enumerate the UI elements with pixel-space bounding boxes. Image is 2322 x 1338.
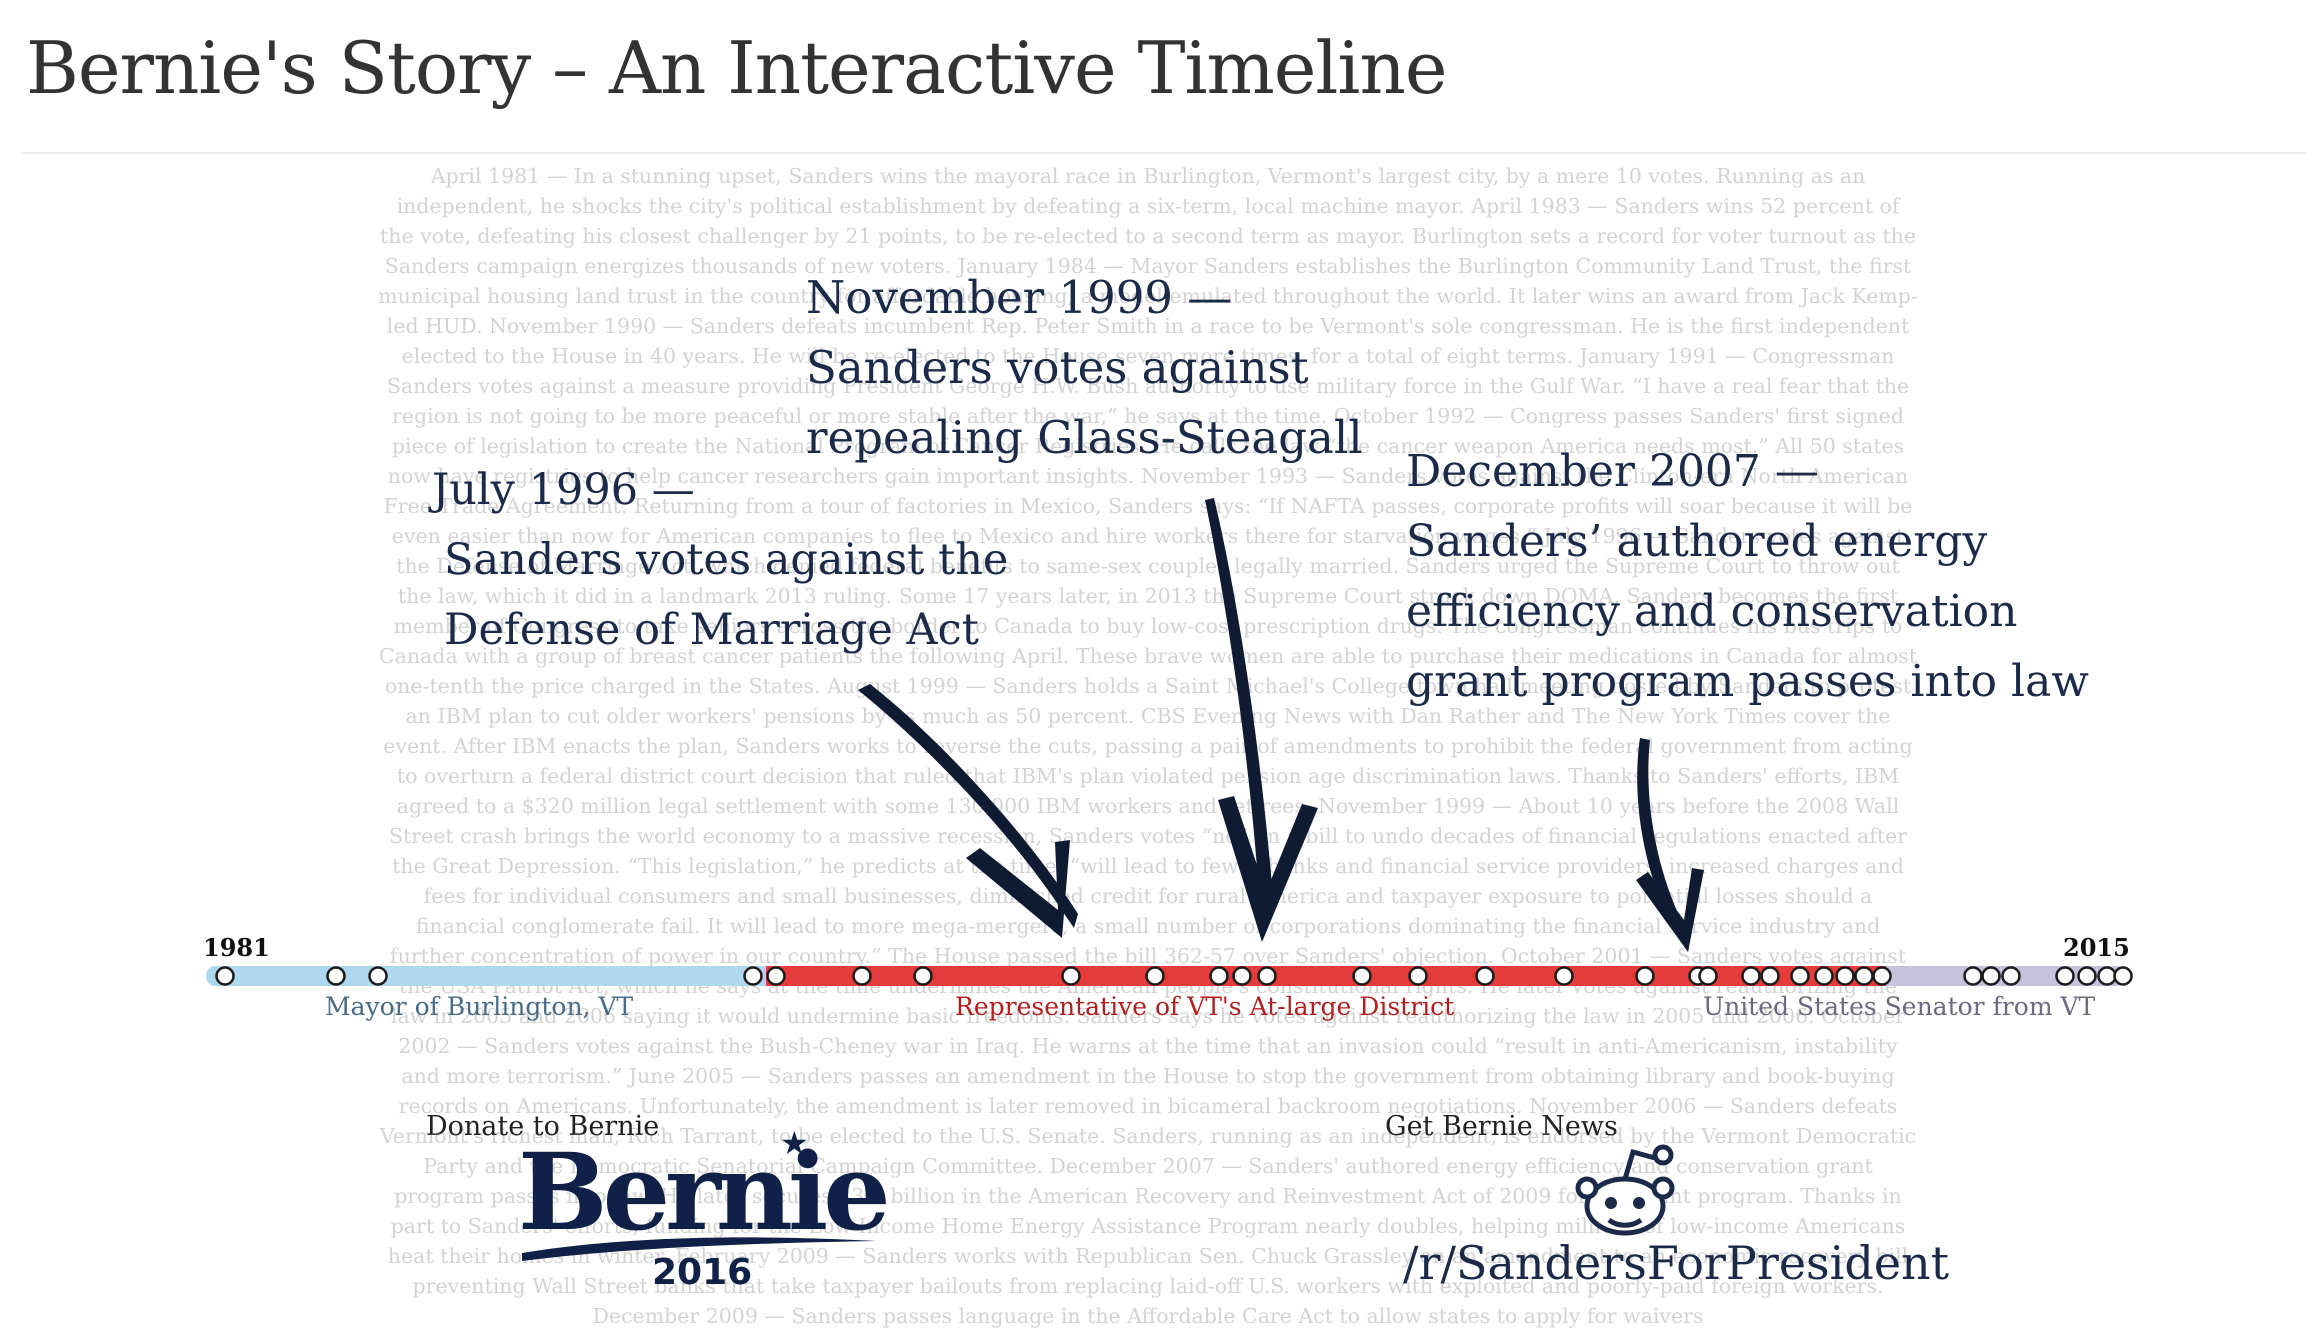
subreddit-name: /r/SandersForPresident [1403,1236,1950,1290]
timeline-event-marker[interactable] [1835,966,1855,986]
term-label-senate: United States Senator from VT [1703,992,2096,1021]
star-icon: ★ [780,1124,809,1162]
timeline-event-marker[interactable] [368,966,388,986]
timeline-event-marker[interactable] [1061,966,1081,986]
timeline-event-marker[interactable] [1981,966,2001,986]
timeline-segment-mayor[interactable] [206,966,766,986]
timeline-event-marker[interactable] [215,966,235,986]
reddit-alien-icon [1575,1144,1675,1236]
timeline-event-marker[interactable] [1554,966,1574,986]
timeline-event-marker[interactable] [1408,966,1428,986]
annotation-nov-1999-date: November 1999 — [806,271,1233,324]
annotation-jul-1996: July 1996 — Sanders votes against the De… [432,455,1008,665]
timeline-event-marker[interactable] [766,966,786,986]
timeline-event-marker[interactable] [1872,966,1892,986]
timeline-event-marker[interactable] [1209,966,1229,986]
timeline-event-marker[interactable] [1854,966,1874,986]
timeline-event-marker[interactable] [852,966,872,986]
timeline-event-marker[interactable] [1475,966,1495,986]
timeline-event-marker[interactable] [2077,966,2097,986]
annotation-dec-2007-text-2: efficiency and conservation [1406,586,2018,637]
timeline-start-year: 1981 [203,933,270,962]
timeline-event-marker[interactable] [1741,966,1761,986]
subreddit-link[interactable]: /r/SandersForPresident [1385,1140,1949,1300]
timeline-event-marker[interactable] [1790,966,1810,986]
timeline-event-marker[interactable] [2097,966,2117,986]
timeline-event-marker[interactable] [1257,966,1277,986]
timeline-segment-house[interactable] [766,966,1886,986]
annotation-dec-2007-text-3: grant program passes into law [1406,656,2089,707]
timeline-event-marker[interactable] [1698,966,1718,986]
annotation-jul-1996-date: July 1996 — [432,465,695,515]
bernie-2016-logo-link[interactable]: ★ Bernie 2016 [512,1124,891,1305]
timeline-event-marker[interactable] [1760,966,1780,986]
news-caption: Get Bernie News [1385,1111,1618,1142]
timeline-event-marker[interactable] [1635,966,1655,986]
donate-caption: Donate to Bernie [426,1111,660,1142]
logo-swoosh-icon [522,1237,877,1261]
annotation-dec-2007-text-1: Sanders’ authored energy [1406,516,1988,567]
timeline-event-marker[interactable] [1352,966,1372,986]
page-title: Bernie's Story – An Interactive Timeline [26,26,1447,110]
timeline-event-marker[interactable] [2001,966,2021,986]
annotation-jul-1996-text-2: Defense of Marriage Act [444,605,979,655]
annotation-nov-1999: November 1999 — Sanders votes against re… [806,263,1363,473]
annotation-nov-1999-text-1: Sanders votes against [806,341,1309,394]
annotation-dec-2007: December 2007 — Sanders’ authored energy… [1406,437,2089,717]
bernie-logo-year: 2016 [652,1252,753,1293]
annotation-dec-2007-date: December 2007 — [1406,446,1819,497]
bernie-logo-wordmark: Bernie [518,1129,891,1254]
term-label-house: Representative of VT's At-large District [955,992,1455,1021]
annotation-jul-1996-text-1: Sanders votes against the [444,535,1009,585]
timeline-event-marker[interactable] [1814,966,1834,986]
timeline-event-marker[interactable] [2113,966,2133,986]
timeline-event-marker[interactable] [1145,966,1165,986]
timeline-event-marker[interactable] [1232,966,1252,986]
annotation-nov-1999-text-2: repealing Glass-Steagall [806,411,1363,464]
term-label-mayor: Mayor of Burlington, VT [325,992,634,1021]
timeline-event-marker[interactable] [2055,966,2075,986]
title-divider [22,152,2307,154]
timeline-end-year: 2015 [2063,933,2130,962]
timeline-event-marker[interactable] [743,966,763,986]
timeline-event-marker[interactable] [1963,966,1983,986]
timeline-event-marker[interactable] [326,966,346,986]
timeline-event-marker[interactable] [913,966,933,986]
